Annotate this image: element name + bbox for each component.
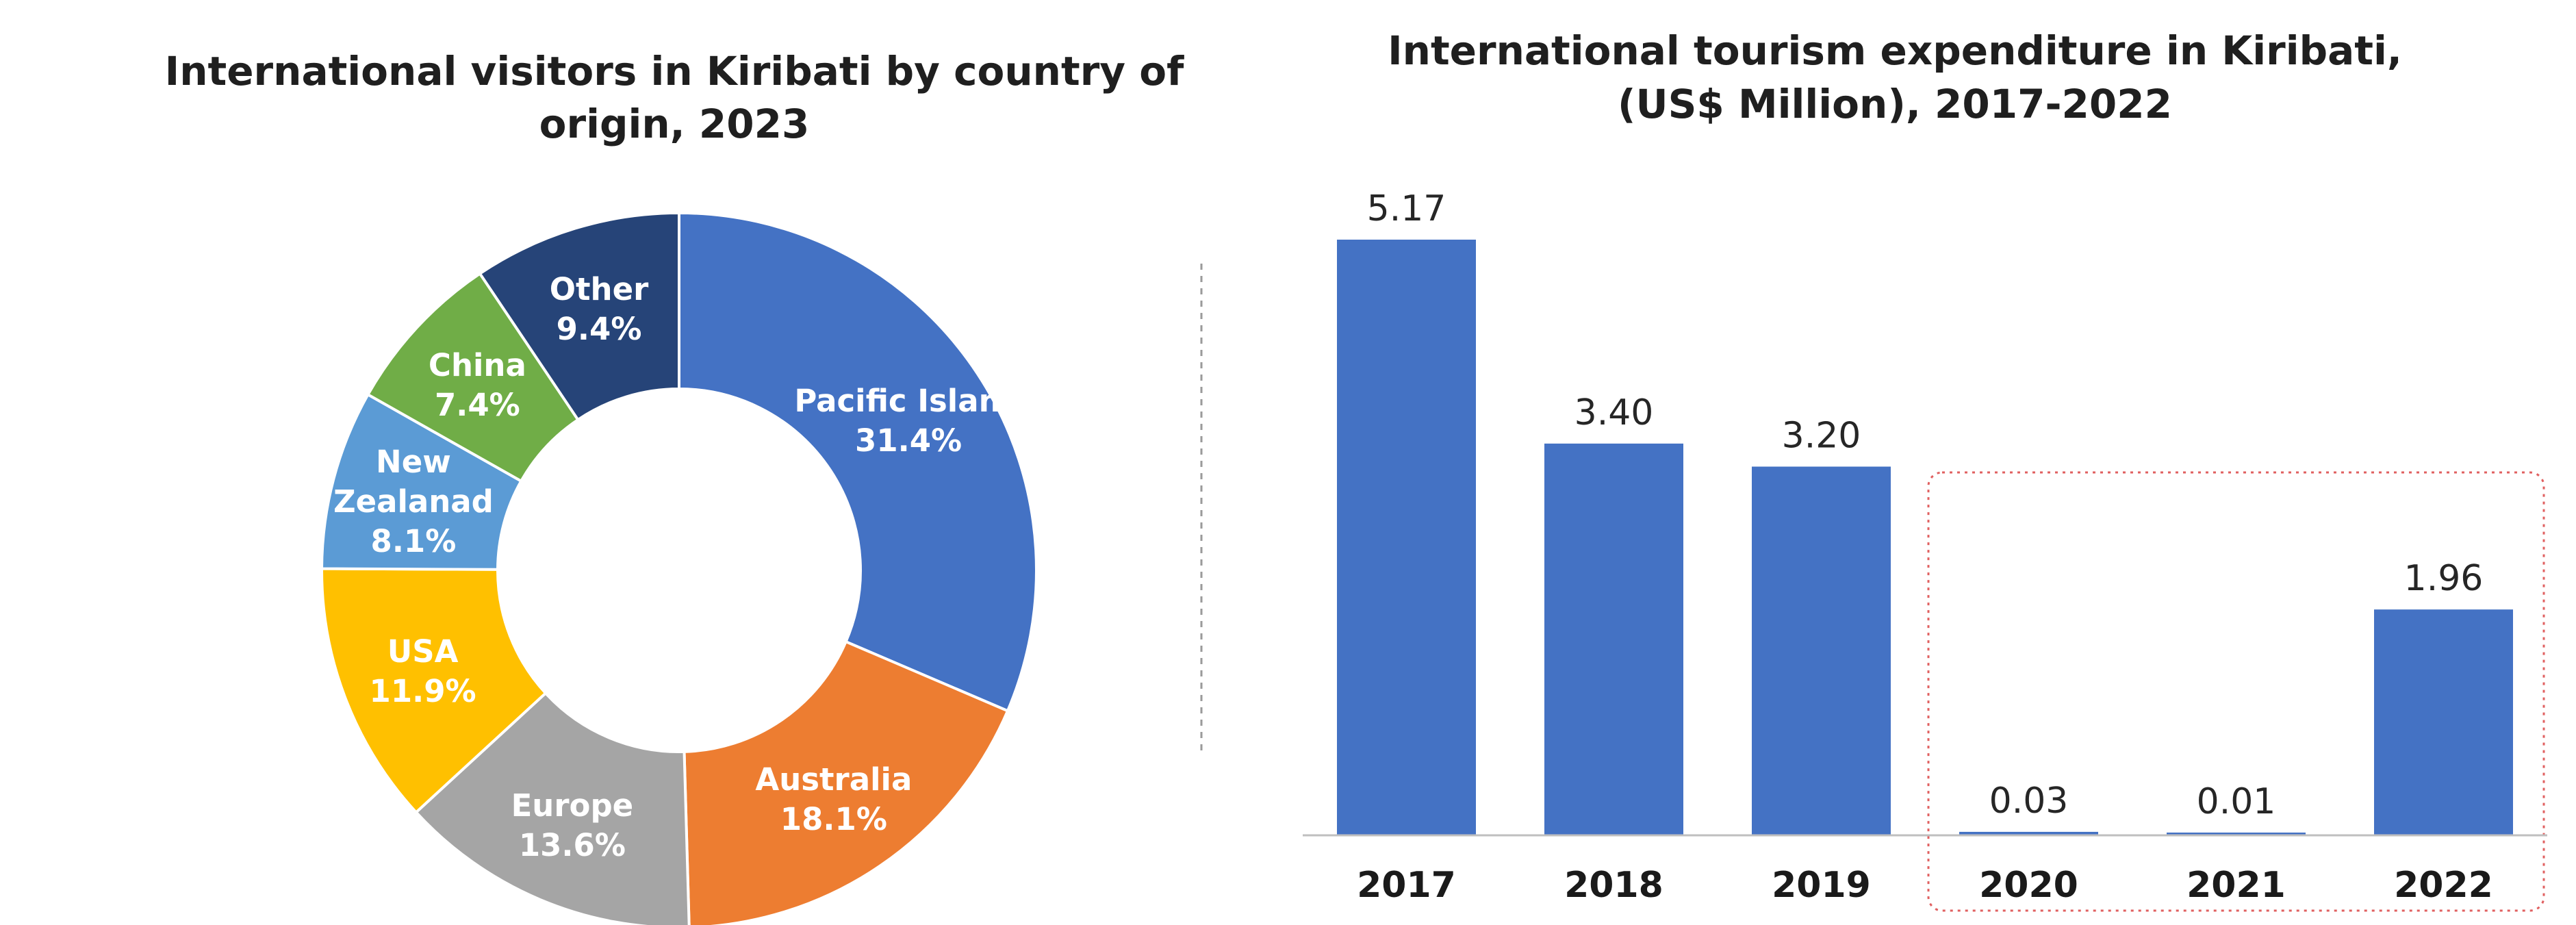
bar-value-label-2020: 0.03 (1989, 781, 2069, 822)
x-tick-label-2020: 2020 (1979, 865, 2078, 906)
x-tick-label-2018: 2018 (1564, 865, 1663, 906)
donut-label-6-1: 9.4% (557, 311, 642, 347)
bar-value-label-2017: 5.17 (1367, 188, 1446, 229)
bar-value-label-2022: 1.96 (2404, 558, 2484, 599)
bar-title-line-2: (US$ Million), 2017-2022 (1618, 81, 2172, 127)
x-tick-label-2017: 2017 (1357, 865, 1456, 906)
donut-slice-3 (320, 567, 548, 815)
donut-label-2-0: Europe (511, 787, 634, 824)
donut-slices (320, 211, 1038, 925)
bar-labels: 5.17 2017 3.40 2018 3.20 2019 0.03 2020 0.01 2021… (1357, 188, 2493, 906)
donut-slice-6 (478, 211, 680, 422)
bar-2017 (1337, 240, 1476, 835)
donut-label-4-0: New (376, 444, 451, 480)
bar-value-label-2018: 3.40 (1574, 392, 1654, 433)
donut-labels: Pacific Island31.4%Australia18.1%Europe1… (333, 271, 1023, 863)
donut-slice-0 (678, 211, 1038, 713)
donut-title-line-1: International visitors in Kiribati by co… (165, 48, 1185, 94)
bar-2019 (1752, 466, 1891, 835)
donut-label-4-2: 8.1% (371, 523, 457, 559)
donut-label-5-0: China (429, 347, 526, 383)
bar-title-line-1: International tourism expenditure in Kir… (1388, 27, 2402, 74)
donut-slice-1 (683, 639, 1010, 925)
donut-label-2-1: 13.6% (519, 827, 626, 863)
donut-title-line-2: origin, 2023 (539, 101, 810, 147)
bar-2022 (2374, 609, 2513, 835)
x-tick-label-2019: 2019 (1772, 865, 1871, 906)
bar-2020 (1959, 831, 2098, 835)
donut-label-1-1: 18.1% (780, 801, 887, 837)
donut-label-0-0: Pacific Island (794, 383, 1023, 419)
donut-label-4-1: Zealanad (333, 483, 494, 520)
highlight-box (1927, 471, 2545, 912)
bar-2021 (2167, 833, 2306, 835)
bar-chart: International tourism expenditure in Kir… (1303, 27, 2547, 912)
x-tick-label-2022: 2022 (2394, 865, 2493, 906)
x-tick-label-2021: 2021 (2186, 865, 2286, 906)
donut-label-3-0: USA (387, 633, 459, 670)
bar-value-label-2019: 3.20 (1782, 416, 1861, 457)
donut-label-6-0: Other (550, 271, 649, 307)
bar-2018 (1544, 443, 1683, 835)
donut-label-0-1: 31.4% (855, 422, 962, 459)
donut-chart: International visitors in Kiribati by co… (165, 48, 1185, 925)
bar-value-label-2021: 0.01 (2197, 781, 2276, 822)
donut-label-3-1: 11.9% (370, 673, 476, 709)
bar-marks (1337, 240, 2513, 835)
donut-label-1-0: Australia (755, 761, 912, 798)
donut-label-5-1: 7.4% (435, 387, 520, 423)
